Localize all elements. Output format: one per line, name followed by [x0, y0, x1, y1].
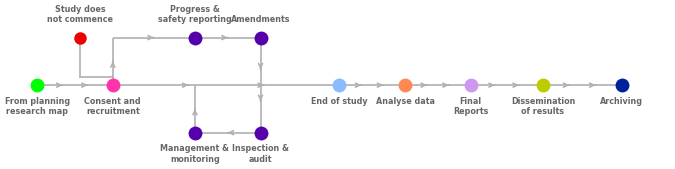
Text: From planning
research map: From planning research map	[5, 97, 70, 116]
Text: Dissemination
of results: Dissemination of results	[511, 97, 575, 116]
Text: Archiving: Archiving	[600, 97, 643, 106]
Text: Study does
not commence: Study does not commence	[47, 5, 113, 25]
Text: Inspection &
audit: Inspection & audit	[232, 144, 289, 164]
Text: Final
Reports: Final Reports	[453, 97, 489, 116]
Text: Management &
monitoring: Management & monitoring	[161, 144, 230, 164]
Text: Consent and
recruitment: Consent and recruitment	[84, 97, 141, 116]
Text: Progress &
safety reporting: Progress & safety reporting	[158, 5, 232, 25]
Text: Analyse data: Analyse data	[375, 97, 435, 106]
Text: End of study: End of study	[311, 97, 368, 106]
Text: Amendments: Amendments	[231, 16, 290, 25]
